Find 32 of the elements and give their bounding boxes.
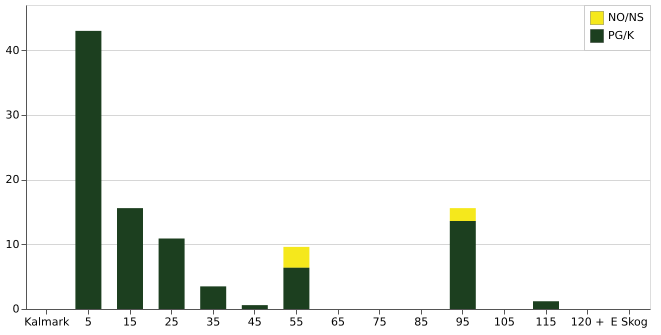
bar xyxy=(117,208,143,309)
x-tick-label: 75 xyxy=(372,316,387,328)
x-tick-label: 115 xyxy=(536,316,556,328)
x-tick-label: 35 xyxy=(206,316,220,328)
x-tick-label: 45 xyxy=(248,316,262,328)
bar xyxy=(75,30,102,309)
x-tick-label: E Skog xyxy=(610,316,648,328)
bar xyxy=(242,305,268,309)
bar xyxy=(450,208,476,222)
y-tick-label: 20 xyxy=(6,173,20,186)
legend-label: NO/NS xyxy=(608,11,644,24)
x-tick-label: Kalmark xyxy=(24,316,70,328)
x-tick-label: 65 xyxy=(331,316,345,328)
x-tick-label: 105 xyxy=(494,316,515,328)
bar xyxy=(533,301,559,309)
x-tick-label: 25 xyxy=(164,316,179,328)
y-tick-label: 0 xyxy=(12,302,20,316)
y-tick-label: 40 xyxy=(6,44,20,57)
bar xyxy=(200,286,226,309)
x-tick-label: 120 + xyxy=(570,316,604,328)
bar xyxy=(450,221,476,309)
bar xyxy=(283,246,310,268)
y-tick-label: 10 xyxy=(6,238,20,251)
x-tick-label: 55 xyxy=(289,316,304,328)
x-tick-label: 95 xyxy=(456,316,470,328)
y-tick-label: 30 xyxy=(6,108,20,122)
bar xyxy=(158,238,185,309)
legend-label: PG/K xyxy=(608,29,635,42)
x-tick-label: 15 xyxy=(123,316,137,328)
bar xyxy=(283,268,310,309)
x-tick-label: 85 xyxy=(414,316,428,328)
x-tick-label: 5 xyxy=(84,316,92,328)
